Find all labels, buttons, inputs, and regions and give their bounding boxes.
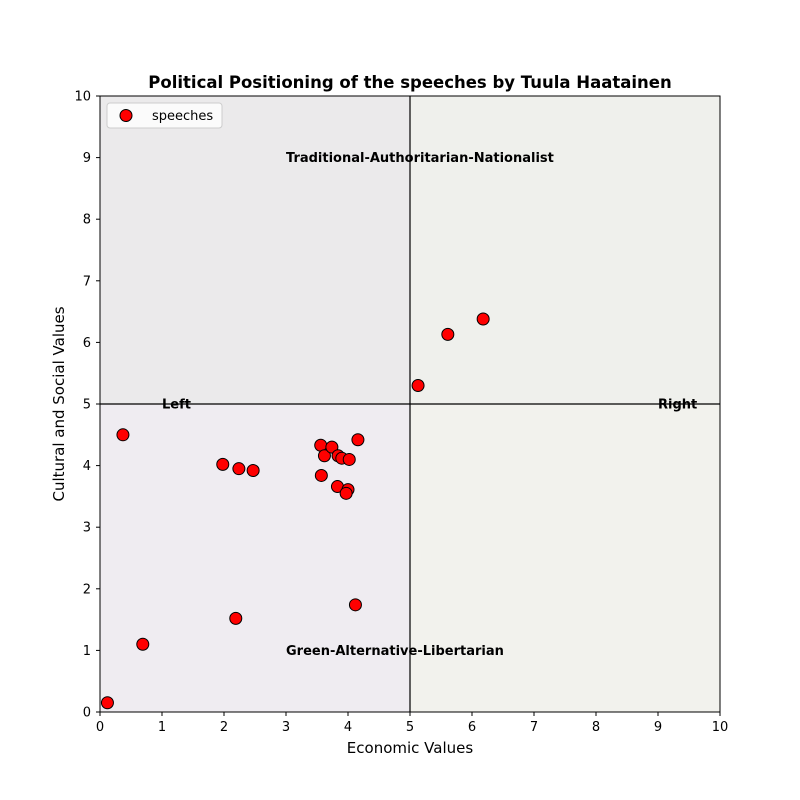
y-tick-label: 6 <box>83 336 91 351</box>
x-tick-label: 10 <box>712 720 729 735</box>
y-tick-label: 2 <box>83 582 91 597</box>
x-tick-label: 7 <box>530 720 538 735</box>
quadrant-top-left <box>100 96 410 404</box>
y-tick-label: 3 <box>83 521 91 536</box>
y-tick-label: 10 <box>74 90 91 105</box>
data-point <box>476 312 490 326</box>
quadrant-annotations: Traditional-Authoritarian-Nationalist Gre… <box>162 151 697 659</box>
data-point <box>216 457 230 471</box>
legend-box <box>106 102 223 129</box>
x-tick-label: 8 <box>592 720 600 735</box>
y-axis-label: Cultural and Social Values <box>50 306 68 501</box>
x-tick-label: 4 <box>344 720 352 735</box>
legend-marker <box>119 109 133 122</box>
x-axis-ticks: 0 1 2 3 4 5 6 7 8 9 10 <box>96 712 728 735</box>
quadrant-bottom-right <box>410 404 720 712</box>
data-point <box>348 598 362 612</box>
quadrant-annotation: Left <box>162 398 191 413</box>
x-tick-label: 0 <box>96 720 104 735</box>
data-point <box>246 464 260 478</box>
y-axis-ticks: 0 1 2 3 4 5 6 7 8 9 10 <box>74 90 100 721</box>
chart-title: Political Positioning of the speeches by… <box>148 73 671 92</box>
x-tick-label: 5 <box>406 720 414 735</box>
legend: speeches <box>106 102 223 129</box>
quadrant-annotation: Traditional-Authoritarian-Nationalist <box>286 151 554 166</box>
data-point <box>342 452 356 466</box>
quadrant-divider-lines <box>100 96 720 712</box>
data-point <box>317 449 331 463</box>
data-point <box>351 433 365 447</box>
y-tick-label: 0 <box>83 706 91 721</box>
x-tick-label: 9 <box>654 720 662 735</box>
data-point <box>136 637 150 651</box>
y-tick-label: 9 <box>83 151 91 166</box>
y-tick-label: 7 <box>83 274 91 289</box>
data-point <box>441 327 455 341</box>
x-axis-label: Economic Values <box>347 739 474 757</box>
legend-label: speeches <box>152 109 213 124</box>
data-point <box>229 611 243 625</box>
x-tick-label: 2 <box>220 720 228 735</box>
y-tick-label: 4 <box>83 459 91 474</box>
data-point <box>339 486 353 500</box>
data-points <box>100 312 490 710</box>
y-tick-label: 8 <box>83 213 91 228</box>
data-point <box>100 696 114 710</box>
x-tick-label: 3 <box>282 720 290 735</box>
y-tick-label: 1 <box>83 644 91 659</box>
data-point <box>411 379 425 393</box>
quadrant-backgrounds <box>100 96 720 712</box>
y-tick-label: 5 <box>83 398 91 413</box>
quadrant-top-right <box>410 96 720 404</box>
data-point <box>232 462 246 476</box>
data-point <box>314 468 328 482</box>
quadrant-annotation: Green-Alternative-Libertarian <box>286 644 504 659</box>
quadrant-annotation: Right <box>658 398 697 413</box>
x-tick-label: 6 <box>468 720 476 735</box>
quadrant-bottom-left <box>100 404 410 712</box>
x-tick-label: 1 <box>158 720 166 735</box>
data-point <box>116 428 130 442</box>
